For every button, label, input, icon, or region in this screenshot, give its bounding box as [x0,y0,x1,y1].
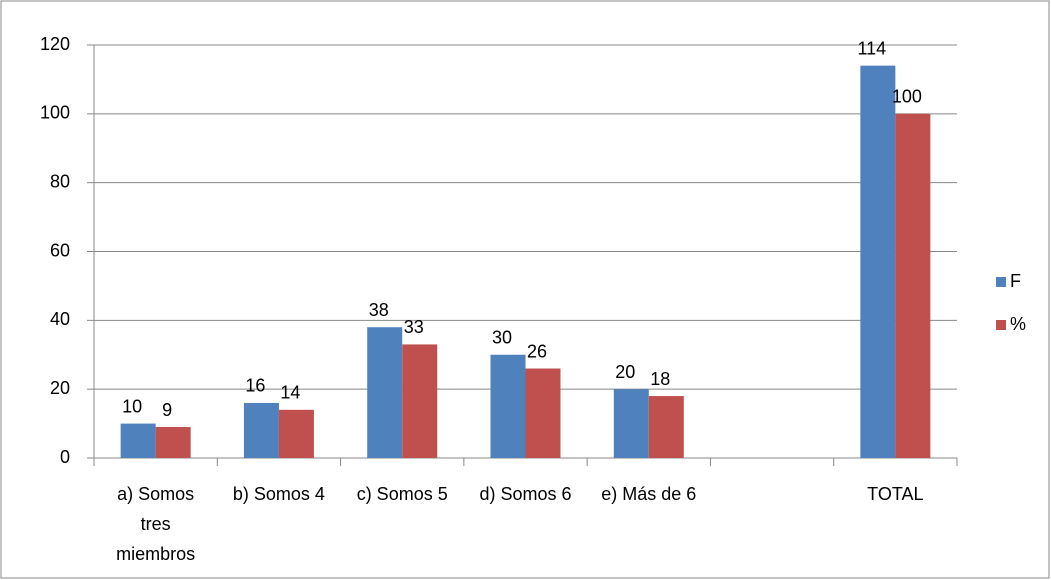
data-label: 30 [492,328,512,348]
bar [525,368,561,458]
data-label: 16 [245,376,265,396]
y-tick-label: 100 [40,103,70,123]
data-label: 26 [527,341,547,361]
bar [490,354,526,458]
bar [120,423,156,458]
data-label: 14 [280,383,300,403]
legend-swatch [996,320,1006,330]
y-tick-label: 20 [50,378,70,398]
bar [860,65,896,459]
data-label: 18 [650,369,670,389]
legend-label: F [1010,271,1021,291]
x-tick-label: e) Más de 6 [601,484,697,504]
y-tick-label: 40 [50,309,70,329]
x-tick-label: TOTAL [867,484,924,504]
y-tick-label: 80 [50,171,70,191]
y-tick-label: 120 [40,34,70,54]
bar [243,402,279,458]
bar [648,396,684,458]
data-label: 20 [615,362,635,382]
y-tick-label: 60 [50,240,70,260]
data-label: 9 [162,400,172,420]
bar [155,427,191,458]
bar [613,389,649,458]
data-label: 38 [369,300,389,320]
bar [895,113,931,458]
bar [367,327,403,458]
data-label: 33 [404,317,424,337]
bar [402,344,438,458]
bar [278,409,314,458]
y-tick-label: 0 [60,447,70,467]
x-tick-label: b) Somos 4 [232,484,325,504]
data-label: 10 [122,396,142,416]
data-label: 114 [858,38,887,58]
legend-swatch [996,277,1006,287]
data-label: 100 [892,87,922,107]
x-tick-label: a) Somos tres miembros [116,484,196,564]
x-tick-label: d) Somos 6 [479,484,572,504]
x-tick-label: c) Somos 5 [356,484,448,504]
legend-label: % [1010,314,1026,334]
